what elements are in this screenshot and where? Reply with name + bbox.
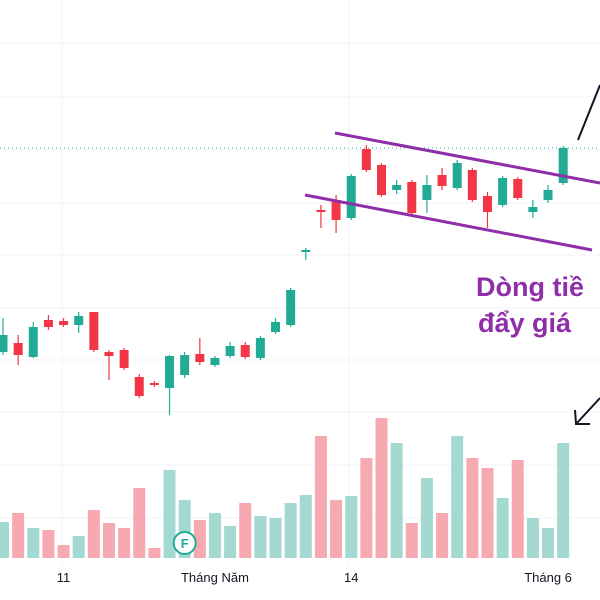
candle-body bbox=[180, 355, 190, 375]
volume-bar bbox=[239, 503, 252, 558]
volume-bar bbox=[27, 528, 40, 558]
candle-body bbox=[361, 149, 371, 170]
annotation: Dòng tiề bbox=[476, 272, 584, 302]
volume-bar bbox=[193, 520, 206, 558]
volume-bar bbox=[314, 436, 327, 558]
candle-body bbox=[149, 383, 159, 385]
candle-body bbox=[225, 346, 235, 356]
annotation: đẩy giá bbox=[478, 308, 572, 338]
arrow bbox=[577, 84, 600, 141]
candle-body bbox=[74, 316, 84, 325]
candle-body bbox=[346, 176, 356, 218]
candle-body bbox=[28, 327, 38, 357]
candle-body bbox=[422, 185, 432, 200]
event-marker-label: F bbox=[181, 536, 189, 551]
candle-body bbox=[392, 185, 402, 190]
volume-bar bbox=[118, 528, 131, 558]
candle-body bbox=[498, 178, 508, 205]
candle-body bbox=[13, 343, 23, 355]
volume-bar bbox=[87, 510, 100, 558]
x-tick-label: 11 bbox=[57, 570, 71, 585]
volume-bar bbox=[254, 516, 267, 558]
candle-layer bbox=[0, 145, 568, 415]
candle-body bbox=[119, 350, 129, 368]
candle-body bbox=[165, 356, 175, 388]
candle-body bbox=[210, 358, 220, 365]
candle-body bbox=[316, 210, 326, 212]
volume-bar bbox=[451, 436, 464, 558]
candle-body bbox=[255, 338, 265, 358]
event-marker bbox=[172, 531, 197, 555]
channel-upper bbox=[334, 131, 600, 185]
volume-bar bbox=[330, 500, 343, 558]
channel-lower bbox=[304, 193, 593, 252]
candle-body bbox=[0, 335, 8, 352]
arrow-head bbox=[574, 409, 590, 425]
volume-bar bbox=[299, 495, 312, 558]
volume-bar bbox=[496, 498, 509, 558]
volume-bar bbox=[12, 513, 25, 558]
volume-bar bbox=[133, 488, 146, 558]
volume-bar bbox=[466, 458, 479, 558]
volume-bar bbox=[163, 470, 176, 558]
candle-body bbox=[331, 200, 341, 220]
volume-bar bbox=[57, 545, 70, 558]
volume-bar bbox=[557, 443, 570, 558]
volume-bar bbox=[390, 443, 403, 558]
volume-bar bbox=[148, 548, 161, 558]
volume-bar bbox=[360, 458, 373, 558]
volume-bar bbox=[102, 523, 115, 558]
volume-bar bbox=[405, 523, 418, 558]
volume-bar bbox=[345, 496, 358, 558]
volume-bar bbox=[0, 522, 9, 558]
candle-body bbox=[513, 179, 523, 198]
volume-bar bbox=[436, 513, 449, 558]
volume-bar bbox=[208, 513, 221, 558]
candle-body bbox=[59, 321, 69, 325]
volume-bar bbox=[511, 460, 524, 558]
x-axis: 11 Tháng Năm 14 Tháng 6 F bbox=[57, 531, 572, 585]
candle-body bbox=[543, 190, 553, 200]
candle-body bbox=[286, 290, 296, 325]
candle-body bbox=[271, 322, 281, 332]
candle-body bbox=[437, 175, 447, 186]
volume-bar bbox=[375, 418, 388, 558]
volume-bar bbox=[526, 518, 539, 558]
arrow bbox=[575, 397, 600, 425]
volume-bar bbox=[481, 468, 494, 558]
candle-body bbox=[43, 320, 53, 327]
candle-body bbox=[558, 148, 568, 183]
candle-body bbox=[195, 354, 205, 362]
x-tick-label: Tháng Năm bbox=[181, 570, 249, 585]
volume-bar bbox=[72, 536, 85, 558]
volume-layer bbox=[0, 418, 570, 558]
volume-bar bbox=[42, 530, 55, 558]
candle-body bbox=[407, 182, 417, 213]
volume-bar bbox=[542, 528, 555, 558]
x-tick-label: Tháng 6 bbox=[524, 570, 572, 585]
volume-bar bbox=[284, 503, 297, 558]
candle-body bbox=[528, 207, 538, 212]
volume-bar bbox=[269, 518, 282, 558]
volume-bar bbox=[420, 478, 433, 558]
candle-body bbox=[301, 250, 311, 252]
candle-body bbox=[377, 165, 386, 195]
volume-bar bbox=[224, 526, 237, 558]
candle-body bbox=[134, 377, 144, 396]
candle-body bbox=[104, 352, 114, 356]
candle-body bbox=[240, 345, 250, 357]
x-tick-label: 14 bbox=[344, 570, 358, 585]
candle-body bbox=[89, 312, 99, 350]
candle-body bbox=[482, 196, 492, 212]
candle-body bbox=[467, 170, 477, 200]
candle-body bbox=[452, 163, 462, 188]
grid bbox=[0, 42, 600, 519]
